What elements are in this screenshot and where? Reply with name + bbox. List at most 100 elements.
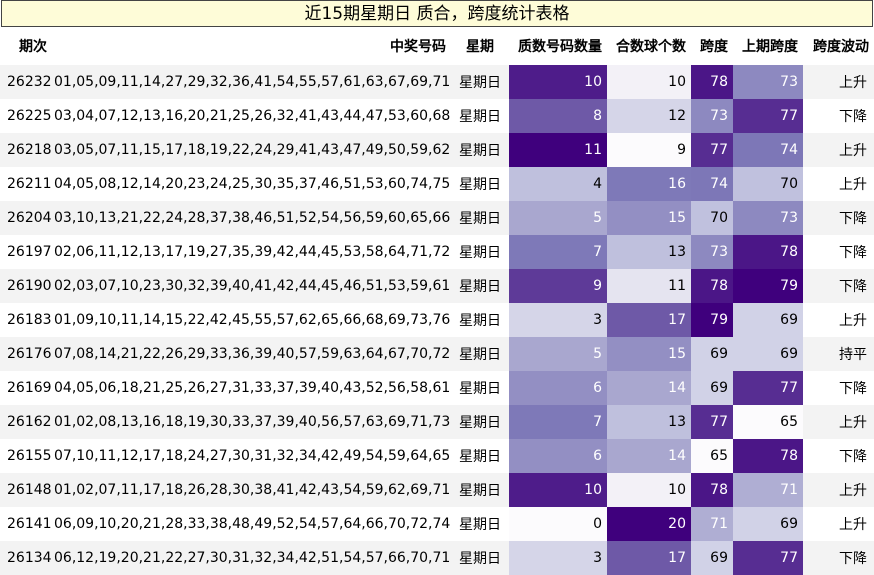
cell-weekday: 星期日 [451,99,509,133]
cell-numbers: 03,04,07,12,13,16,20,21,25,26,32,41,43,4… [54,99,451,133]
cell-composite-count: 13 [607,405,691,439]
cell-span-trend: 上升 [803,303,874,337]
cell-issue: 26148 [0,473,54,507]
cell-weekday: 星期日 [451,337,509,371]
cell-numbers: 04,05,08,12,14,20,23,24,25,30,35,37,46,5… [54,167,451,201]
cell-numbers: 02,06,11,12,13,17,19,27,35,39,42,44,45,5… [54,235,451,269]
cell-weekday: 星期日 [451,167,509,201]
cell-span-trend: 下降 [803,235,874,269]
cell-issue: 26218 [0,133,54,167]
table-row: 26204 03,10,13,21,22,24,28,37,38,46,51,52… [0,201,874,235]
cell-prime-count: 5 [509,201,607,235]
cell-weekday: 星期日 [451,507,509,541]
cell-span: 77 [691,133,733,167]
cell-prev-span: 70 [733,167,803,201]
cell-prev-span: 77 [733,371,803,405]
table-row: 26218 03,05,07,11,15,17,18,19,22,24,29,41… [0,133,874,167]
table-row: 26162 01,02,08,13,16,18,19,30,33,37,39,40… [0,405,874,439]
cell-prime-count: 11 [509,133,607,167]
cell-span: 69 [691,371,733,405]
cell-composite-count: 20 [607,507,691,541]
cell-issue: 26176 [0,337,54,371]
table-row: 26232 01,05,09,11,14,27,29,32,36,41,54,55… [0,65,874,99]
cell-span-trend: 持平 [803,337,874,371]
cell-numbers: 03,10,13,21,22,24,28,37,38,46,51,52,54,5… [54,201,451,235]
cell-numbers: 02,03,07,10,23,30,32,39,40,41,42,44,45,4… [54,269,451,303]
cell-prev-span: 65 [733,405,803,439]
cell-span: 73 [691,235,733,269]
cell-composite-count: 15 [607,337,691,371]
cell-prime-count: 4 [509,167,607,201]
header-weekday: 星期 [466,39,494,55]
table-row: 26190 02,03,07,10,23,30,32,39,40,41,42,44… [0,269,874,303]
cell-composite-count: 15 [607,201,691,235]
cell-span: 77 [691,405,733,439]
cell-span: 71 [691,507,733,541]
cell-weekday: 星期日 [451,405,509,439]
table-title: 近15期星期日 质合，跨度统计表格 [1,0,873,27]
cell-prev-span: 77 [733,541,803,575]
cell-numbers: 07,08,14,21,22,26,29,33,36,39,40,57,59,6… [54,337,451,371]
table-body: 26232 01,05,09,11,14,27,29,32,36,41,54,55… [0,65,874,575]
table-row: 26148 01,02,07,11,17,18,26,28,30,38,41,42… [0,473,874,507]
cell-composite-count: 10 [607,473,691,507]
cell-prime-count: 0 [509,507,607,541]
cell-prev-span: 71 [733,473,803,507]
cell-weekday: 星期日 [451,541,509,575]
cell-prev-span: 74 [733,133,803,167]
cell-composite-count: 10 [607,65,691,99]
table-row: 26134 06,12,19,20,21,22,27,30,31,32,34,42… [0,541,874,575]
cell-span-trend: 下降 [803,371,874,405]
cell-composite-count: 17 [607,303,691,337]
table-row: 26211 04,05,08,12,14,20,23,24,25,30,35,37… [0,167,874,201]
cell-numbers: 01,05,09,11,14,27,29,32,36,41,54,55,57,6… [54,65,451,99]
cell-prime-count: 9 [509,269,607,303]
cell-composite-count: 16 [607,167,691,201]
table-row: 26183 01,09,10,11,14,15,22,42,45,55,57,62… [0,303,874,337]
cell-prime-count: 7 [509,405,607,439]
cell-prime-count: 3 [509,303,607,337]
cell-span: 73 [691,99,733,133]
cell-weekday: 星期日 [451,269,509,303]
cell-span: 69 [691,541,733,575]
cell-span: 78 [691,65,733,99]
cell-weekday: 星期日 [451,473,509,507]
cell-span-trend: 下降 [803,439,874,473]
table-row: 26176 07,08,14,21,22,26,29,33,36,39,40,57… [0,337,874,371]
cell-span-trend: 上升 [803,507,874,541]
cell-prev-span: 69 [733,303,803,337]
cell-span: 74 [691,167,733,201]
cell-composite-count: 12 [607,99,691,133]
cell-span: 79 [691,303,733,337]
cell-prev-span: 77 [733,99,803,133]
header-row: 期次 中奖号码 星期 质数号码数量 合数球个数 跨度 上期跨度 跨度波动 [0,27,874,65]
header-prime-count: 质数号码数量 [518,39,602,55]
cell-issue: 26169 [0,371,54,405]
cell-prev-span: 73 [733,201,803,235]
cell-prime-count: 3 [509,541,607,575]
cell-weekday: 星期日 [451,65,509,99]
header-span-trend: 跨度波动 [813,39,869,55]
cell-prime-count: 7 [509,235,607,269]
cell-issue: 26211 [0,167,54,201]
cell-span-trend: 上升 [803,133,874,167]
cell-issue: 26183 [0,303,54,337]
cell-numbers: 01,09,10,11,14,15,22,42,45,55,57,62,65,6… [54,303,451,337]
header-numbers: 中奖号码 [390,39,446,55]
cell-issue: 26134 [0,541,54,575]
cell-issue: 26141 [0,507,54,541]
cell-span-trend: 下降 [803,99,874,133]
cell-issue: 26225 [0,99,54,133]
cell-span-trend: 上升 [803,473,874,507]
table-row: 26169 04,05,06,18,21,25,26,27,31,33,37,39… [0,371,874,405]
cell-prime-count: 6 [509,371,607,405]
cell-prime-count: 8 [509,99,607,133]
cell-weekday: 星期日 [451,371,509,405]
cell-span-trend: 下降 [803,541,874,575]
cell-weekday: 星期日 [451,303,509,337]
cell-composite-count: 13 [607,235,691,269]
table-row: 26155 07,10,11,12,17,18,24,27,30,31,32,34… [0,439,874,473]
cell-issue: 26232 [0,65,54,99]
cell-span: 78 [691,269,733,303]
cell-composite-count: 14 [607,371,691,405]
